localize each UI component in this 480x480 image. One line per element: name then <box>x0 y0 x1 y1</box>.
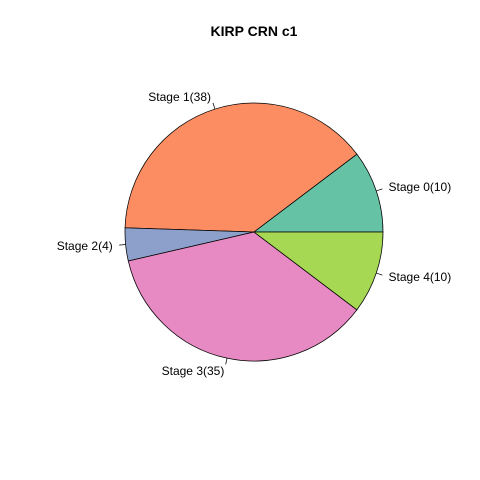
slice-label-2: Stage 2(4) <box>57 239 113 253</box>
pie-slice-3 <box>127 231 358 362</box>
slice-label-1: Stage 1(38) <box>148 90 211 104</box>
leader-line-1 <box>212 102 216 110</box>
leader-line-3 <box>225 358 228 365</box>
chart-title: KIRP CRN c1 <box>211 23 298 39</box>
pie-slice-4 <box>252 231 384 311</box>
leader-line-0 <box>376 188 383 192</box>
leader-line-4 <box>376 272 383 276</box>
slice-label-4: Stage 4(10) <box>389 270 452 284</box>
pie-slice-1 <box>124 102 358 233</box>
leader-line-2 <box>119 244 126 246</box>
slice-label-3: Stage 3(35) <box>162 364 225 378</box>
pie-slice-0 <box>252 153 384 233</box>
pie-labels: Stage 0(10) Stage 1(38) Stage 2(4) Stage 3(… <box>57 90 452 378</box>
slice-label-0: Stage 0(10) <box>389 180 452 194</box>
pie-slices <box>124 102 384 362</box>
